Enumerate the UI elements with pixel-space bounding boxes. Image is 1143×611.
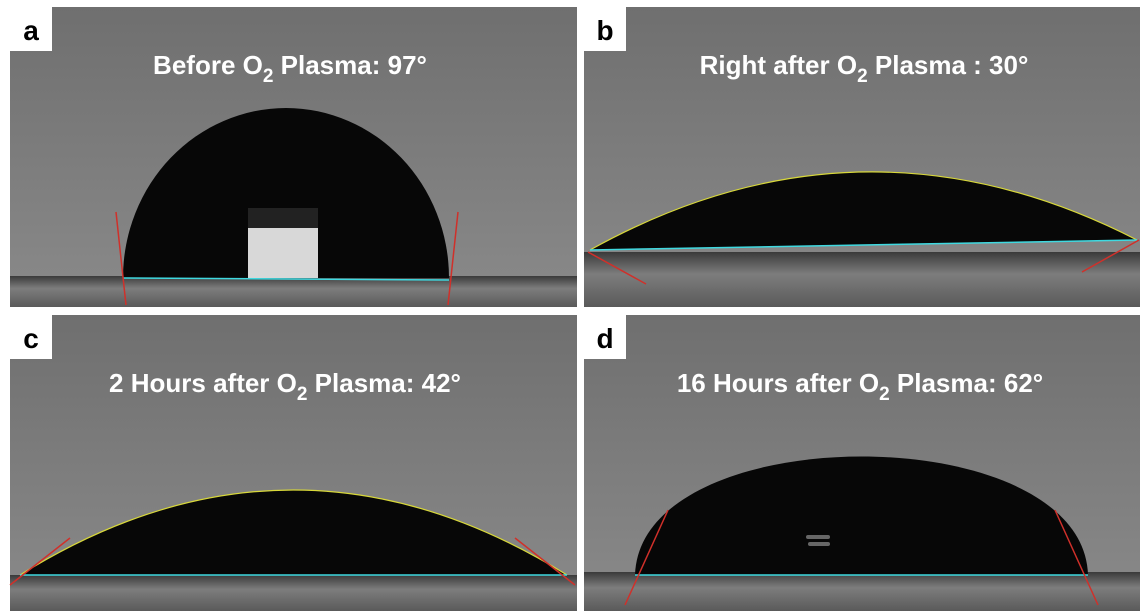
subscript: 2 <box>263 66 274 87</box>
figure: a Before O2 Plasma: 97° b Right after O2… <box>0 0 1143 611</box>
substrate <box>10 575 577 611</box>
panel-c: c 2 Hours after O2 Plasma: 42° <box>10 315 577 611</box>
substrate <box>584 252 1140 307</box>
subscript: 2 <box>297 384 308 405</box>
panel-label: d <box>596 323 613 354</box>
title-text: Plasma: 97° <box>273 50 427 80</box>
subscript: 2 <box>879 384 890 405</box>
panel-b: b Right after O2 Plasma : 30° <box>584 7 1140 307</box>
reflection <box>808 542 830 546</box>
panel-label: c <box>23 323 39 354</box>
panel-label: a <box>23 15 39 46</box>
panel-a: a Before O2 Plasma: 97° <box>10 7 577 307</box>
page: a Before O2 Plasma: 97° b Right after O2… <box>0 0 1143 611</box>
panel-d: d 16 Hours after O2 Plasma: 62° <box>584 315 1140 611</box>
title-text: 2 Hours after O <box>109 368 297 398</box>
substrate <box>584 572 1140 611</box>
title-text: 16 Hours after O <box>677 368 879 398</box>
needle-top <box>248 208 318 228</box>
panel-label: b <box>596 15 613 46</box>
title-text: Plasma: 42° <box>307 368 461 398</box>
subscript: 2 <box>857 66 868 87</box>
reflection <box>806 535 830 539</box>
title-text: Plasma: 62° <box>890 368 1044 398</box>
title-text: Right after O <box>700 50 857 80</box>
title-text: Before O <box>153 50 263 80</box>
title-text: Plasma : 30° <box>868 50 1029 80</box>
substrate <box>10 276 577 307</box>
